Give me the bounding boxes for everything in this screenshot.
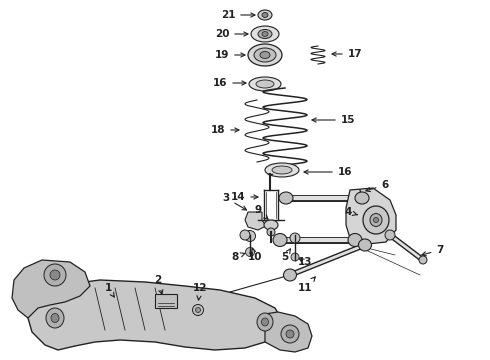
Text: 21: 21 <box>221 10 255 20</box>
Bar <box>155 294 177 308</box>
Ellipse shape <box>373 217 378 222</box>
Ellipse shape <box>245 230 255 242</box>
Text: 15: 15 <box>312 115 355 125</box>
Ellipse shape <box>260 51 270 58</box>
Ellipse shape <box>262 31 268 36</box>
Ellipse shape <box>44 264 66 286</box>
Ellipse shape <box>254 48 276 62</box>
Polygon shape <box>346 188 396 244</box>
Ellipse shape <box>273 234 287 247</box>
Text: 3: 3 <box>222 193 246 210</box>
Ellipse shape <box>355 192 369 204</box>
Text: 18: 18 <box>211 125 239 135</box>
Ellipse shape <box>262 13 268 18</box>
Text: 16: 16 <box>304 167 352 177</box>
Polygon shape <box>265 312 312 352</box>
Text: 9: 9 <box>254 205 268 219</box>
Ellipse shape <box>262 318 269 326</box>
Text: 5: 5 <box>281 249 291 262</box>
Ellipse shape <box>46 308 64 328</box>
Text: 10: 10 <box>248 248 262 262</box>
Ellipse shape <box>265 163 299 177</box>
Text: 12: 12 <box>193 283 207 300</box>
Ellipse shape <box>286 330 294 338</box>
Ellipse shape <box>290 233 300 243</box>
Text: 8: 8 <box>231 252 245 262</box>
Text: 17: 17 <box>332 49 362 59</box>
Text: 16: 16 <box>213 78 246 88</box>
Ellipse shape <box>257 313 273 331</box>
Text: 13: 13 <box>298 257 312 267</box>
Ellipse shape <box>264 220 278 230</box>
Ellipse shape <box>245 248 254 256</box>
Ellipse shape <box>193 305 203 315</box>
Ellipse shape <box>248 44 282 66</box>
Ellipse shape <box>419 256 427 264</box>
Ellipse shape <box>256 80 274 88</box>
Ellipse shape <box>51 314 59 323</box>
Ellipse shape <box>272 166 292 174</box>
Ellipse shape <box>370 213 382 226</box>
Ellipse shape <box>240 230 250 240</box>
Ellipse shape <box>363 206 389 234</box>
Polygon shape <box>245 212 266 230</box>
Ellipse shape <box>258 10 272 20</box>
Ellipse shape <box>251 26 279 42</box>
Text: 11: 11 <box>298 277 315 293</box>
Text: 1: 1 <box>104 283 114 297</box>
Polygon shape <box>28 280 282 350</box>
Ellipse shape <box>291 253 299 261</box>
Text: 2: 2 <box>154 275 163 294</box>
Ellipse shape <box>50 270 60 280</box>
Polygon shape <box>12 260 90 318</box>
Text: 14: 14 <box>231 192 258 202</box>
Ellipse shape <box>284 269 296 281</box>
Ellipse shape <box>267 228 275 236</box>
Ellipse shape <box>249 77 281 91</box>
Ellipse shape <box>348 234 362 247</box>
Ellipse shape <box>281 325 299 343</box>
Ellipse shape <box>196 307 200 312</box>
Text: 19: 19 <box>215 50 245 60</box>
Text: 20: 20 <box>215 29 248 39</box>
Ellipse shape <box>279 192 293 204</box>
Text: 7: 7 <box>422 245 443 256</box>
Text: 4: 4 <box>344 207 357 217</box>
Ellipse shape <box>258 30 272 39</box>
Text: 6: 6 <box>366 180 389 192</box>
Ellipse shape <box>359 239 371 251</box>
Ellipse shape <box>385 230 395 240</box>
